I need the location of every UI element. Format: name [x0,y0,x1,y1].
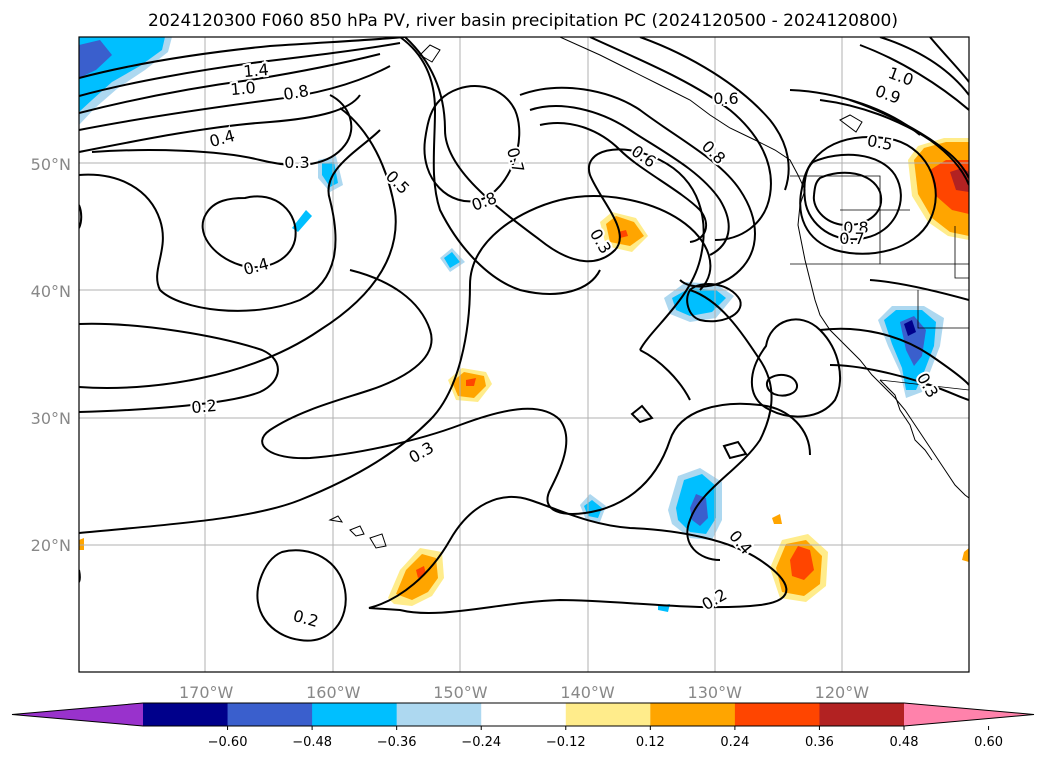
colorbar-bin [734,703,820,726]
precip-negative-blob [444,252,460,268]
pv-contours [79,37,969,642]
precip-positive-blob [962,548,969,562]
colorbar: −0.60 −0.48 −0.36 −0.24 −0.12 0.12 0.24 0.36 0.4… [11,702,1035,750]
map-frame [78,36,970,673]
lon-tick-label: 170°W [179,683,234,702]
lon-tick-labels: 170°W 160°W 150°W 140°W 130°W 120°W [179,683,869,702]
colorbar-tick-label: 0.48 [890,735,919,750]
lat-tick-label: 50°N [31,155,71,174]
lat-tick-label: 30°N [31,409,71,428]
colorbar-outline [11,702,1035,727]
colorbar-over-extension [904,703,1034,726]
precip-shading [79,37,969,612]
lon-tick-label: 130°W [688,683,743,702]
contour-label: 0.3 [284,153,309,172]
colorbar-tick-label: −0.24 [461,735,501,750]
lon-tick-label: 160°W [306,683,361,702]
colorbar-tick-label: −0.48 [292,735,332,750]
lon-tick-label: 150°W [433,683,488,702]
precip-negative-blob [292,210,312,232]
colorbar-bin [819,703,905,726]
contour-label: 0.8 [843,218,868,237]
precip-negative-blob [672,288,726,316]
colorbar-tick-label: −0.12 [546,735,586,750]
map-title: 2024120300 F060 850 hPa PV, river basin … [148,11,898,31]
lat-tick-labels: 50°N 40°N 30°N 20°N [31,155,71,555]
colorbar-bin [396,703,482,726]
colorbar-bin [227,703,313,726]
contour-label: 1.4 [243,60,270,81]
lat-tick-label: 20°N [31,536,71,555]
precip-positive-blob [79,538,84,550]
colorbar-tick-label: −0.60 [208,735,248,750]
colorbar-bin [143,703,229,726]
contour-label: 0.2 [191,396,218,417]
precip-negative-blob [322,162,338,187]
precip-positive-blob [772,514,782,524]
colorbar-bin [312,703,398,726]
precip-negative-nw-peak [79,40,112,78]
precip-negative-blob [904,320,916,336]
colorbar-bin [565,703,651,726]
contour-label: 0.7 [839,229,864,248]
colorbar-under-extension [12,703,143,726]
colorbar-tick-label: 0.24 [720,735,749,750]
colorbar-tick-label: 0.12 [636,735,665,750]
coastlines [328,37,969,549]
precip-positive-blob [466,378,476,386]
colorbar-tick-label: −0.36 [377,735,417,750]
colorbar-bin [481,703,567,726]
precip-negative-blob [690,494,708,526]
lat-tick-label: 40°N [31,282,71,301]
colorbar-tick-label: 0.60 [974,735,1003,750]
lon-tick-label: 140°W [560,683,615,702]
map-panel: 1.41.0 0.80.40.30.50.80.7 0.60.60.81.00.90… [78,36,970,673]
lon-tick-label: 120°W [815,683,870,702]
colorbar-tick-label: 0.36 [805,735,834,750]
contour-label: 0.6 [713,89,738,108]
contour-label: 1.0 [230,78,257,99]
colorbar-bin [650,703,736,726]
precip-positive-blob [790,546,814,580]
